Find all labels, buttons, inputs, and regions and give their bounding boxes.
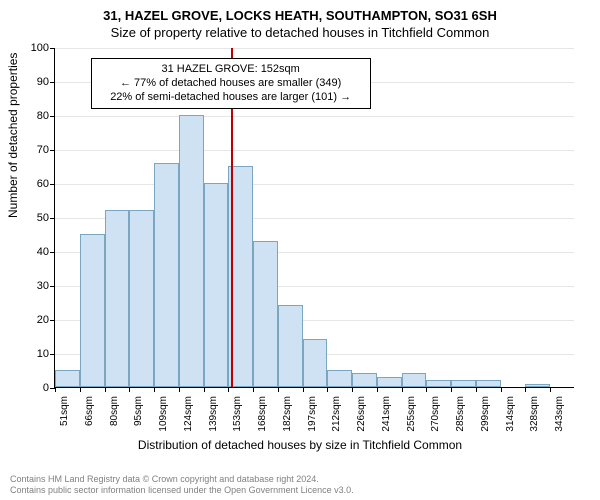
xtick-mark bbox=[402, 387, 403, 392]
annot-line-1: 31 HAZEL GROVE: 152sqm bbox=[98, 63, 364, 77]
gridline bbox=[55, 116, 574, 117]
histogram-bar bbox=[278, 305, 303, 387]
y-axis-label: Number of detached properties bbox=[6, 53, 20, 218]
histogram-bar bbox=[179, 115, 204, 387]
xtick-label: 124sqm bbox=[183, 396, 194, 436]
xtick-mark bbox=[327, 387, 328, 392]
xtick-label: 314sqm bbox=[505, 396, 516, 436]
histogram-bar bbox=[402, 373, 427, 387]
ytick-label: 90 bbox=[19, 76, 49, 88]
histogram-bar bbox=[204, 183, 229, 387]
xtick-mark bbox=[278, 387, 279, 392]
xtick-label: 51sqm bbox=[59, 396, 70, 436]
xtick-label: 226sqm bbox=[356, 396, 367, 436]
ytick-label: 70 bbox=[19, 144, 49, 156]
histogram-bar bbox=[55, 370, 80, 387]
annot-line-3: 22% of semi-detached houses are larger (… bbox=[98, 91, 364, 105]
xtick-label: 328sqm bbox=[529, 396, 540, 436]
xtick-mark bbox=[204, 387, 205, 392]
gridline bbox=[55, 48, 574, 49]
xtick-mark bbox=[377, 387, 378, 392]
annotation-box: 31 HAZEL GROVE: 152sqm ← 77% of detached… bbox=[91, 58, 371, 109]
xtick-mark bbox=[154, 387, 155, 392]
xtick-label: 109sqm bbox=[158, 396, 169, 436]
xtick-mark bbox=[426, 387, 427, 392]
xtick-mark bbox=[179, 387, 180, 392]
xtick-mark bbox=[550, 387, 551, 392]
ytick-mark bbox=[50, 150, 55, 151]
ytick-label: 30 bbox=[19, 280, 49, 292]
xtick-mark bbox=[451, 387, 452, 392]
ytick-label: 100 bbox=[19, 42, 49, 54]
xtick-label: 212sqm bbox=[331, 396, 342, 436]
histogram-bar bbox=[451, 380, 476, 387]
ytick-label: 40 bbox=[19, 246, 49, 258]
xtick-mark bbox=[228, 387, 229, 392]
xtick-label: 343sqm bbox=[554, 396, 565, 436]
ytick-label: 50 bbox=[19, 212, 49, 224]
xtick-label: 285sqm bbox=[455, 396, 466, 436]
histogram-bar bbox=[253, 241, 278, 387]
xtick-label: 168sqm bbox=[257, 396, 268, 436]
histogram-bar bbox=[80, 234, 105, 387]
xtick-mark bbox=[352, 387, 353, 392]
histogram-bar bbox=[525, 384, 550, 387]
xtick-label: 182sqm bbox=[282, 396, 293, 436]
gridline bbox=[55, 150, 574, 151]
ytick-mark bbox=[50, 252, 55, 253]
footer-line-2: Contains public sector information licen… bbox=[10, 485, 354, 496]
gridline bbox=[55, 184, 574, 185]
chart-title-sub: Size of property relative to detached ho… bbox=[0, 23, 600, 40]
footer-text: Contains HM Land Registry data © Crown c… bbox=[10, 474, 354, 496]
xtick-label: 299sqm bbox=[480, 396, 491, 436]
x-axis-label: Distribution of detached houses by size … bbox=[0, 438, 600, 452]
ytick-label: 60 bbox=[19, 178, 49, 190]
chart-area: 31 HAZEL GROVE: 152sqm ← 77% of detached… bbox=[54, 48, 574, 388]
xtick-mark bbox=[303, 387, 304, 392]
ytick-label: 20 bbox=[19, 314, 49, 326]
xtick-mark bbox=[105, 387, 106, 392]
ytick-mark bbox=[50, 218, 55, 219]
ytick-mark bbox=[50, 286, 55, 287]
ytick-label: 80 bbox=[19, 110, 49, 122]
histogram-bar bbox=[377, 377, 402, 387]
chart-title-main: 31, HAZEL GROVE, LOCKS HEATH, SOUTHAMPTO… bbox=[0, 0, 600, 23]
ytick-mark bbox=[50, 82, 55, 83]
histogram-bar bbox=[105, 210, 130, 387]
ytick-label: 0 bbox=[19, 382, 49, 394]
xtick-mark bbox=[476, 387, 477, 392]
histogram-bar bbox=[352, 373, 377, 387]
plot-area: 31 HAZEL GROVE: 152sqm ← 77% of detached… bbox=[54, 48, 574, 388]
ytick-mark bbox=[50, 184, 55, 185]
histogram-bar bbox=[303, 339, 328, 387]
ytick-mark bbox=[50, 116, 55, 117]
xtick-label: 197sqm bbox=[307, 396, 318, 436]
xtick-label: 95sqm bbox=[133, 396, 144, 436]
xtick-mark bbox=[55, 387, 56, 392]
histogram-bar bbox=[327, 370, 352, 387]
histogram-bar bbox=[476, 380, 501, 387]
xtick-label: 153sqm bbox=[232, 396, 243, 436]
xtick-mark bbox=[80, 387, 81, 392]
ytick-mark bbox=[50, 48, 55, 49]
xtick-label: 270sqm bbox=[430, 396, 441, 436]
xtick-label: 66sqm bbox=[84, 396, 95, 436]
annot-line-2: ← 77% of detached houses are smaller (34… bbox=[98, 77, 364, 91]
xtick-label: 80sqm bbox=[109, 396, 120, 436]
xtick-mark bbox=[525, 387, 526, 392]
histogram-bar bbox=[426, 380, 451, 387]
histogram-bar bbox=[129, 210, 154, 387]
xtick-label: 241sqm bbox=[381, 396, 392, 436]
ytick-mark bbox=[50, 320, 55, 321]
xtick-label: 139sqm bbox=[208, 396, 219, 436]
ytick-mark bbox=[50, 354, 55, 355]
xtick-mark bbox=[501, 387, 502, 392]
footer-line-1: Contains HM Land Registry data © Crown c… bbox=[10, 474, 354, 485]
histogram-bar bbox=[154, 163, 179, 387]
ytick-label: 10 bbox=[19, 348, 49, 360]
xtick-mark bbox=[253, 387, 254, 392]
xtick-label: 255sqm bbox=[406, 396, 417, 436]
xtick-mark bbox=[129, 387, 130, 392]
